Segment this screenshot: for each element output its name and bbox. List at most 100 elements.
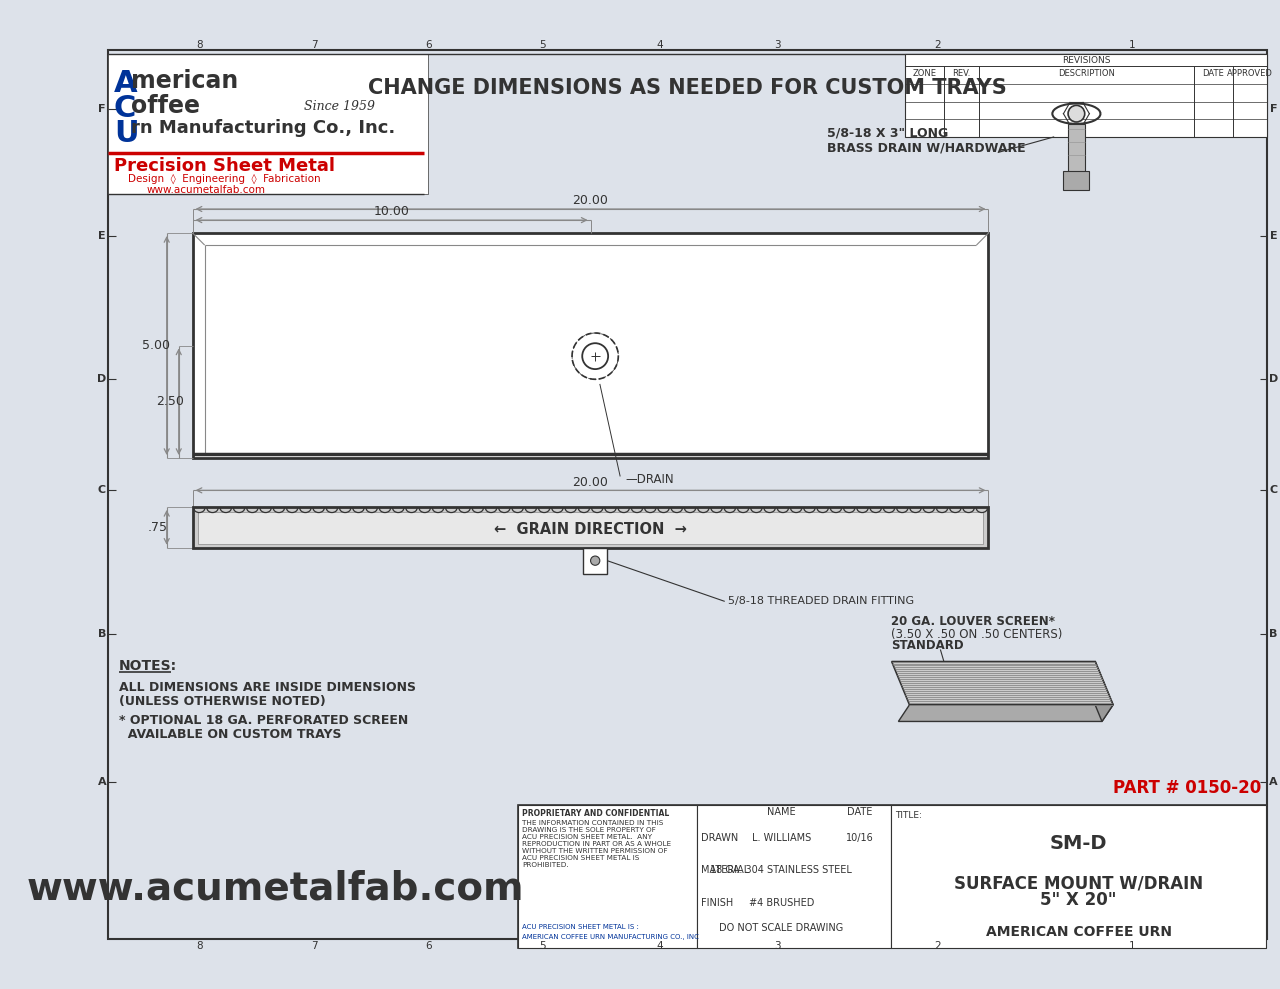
Text: TITLE:: TITLE: xyxy=(895,811,922,820)
Text: (UNLESS OTHERWISE NOTED): (UNLESS OTHERWISE NOTED) xyxy=(119,695,325,708)
Text: ←  GRAIN DIRECTION  →: ← GRAIN DIRECTION → xyxy=(494,522,687,537)
Text: (3.50 X .50 ON .50 CENTERS): (3.50 X .50 ON .50 CENTERS) xyxy=(891,628,1062,641)
Text: www.acumetalfab.com: www.acumetalfab.com xyxy=(146,185,265,195)
Text: 1: 1 xyxy=(1129,941,1135,950)
Text: C: C xyxy=(97,486,106,495)
Text: DRAWN: DRAWN xyxy=(700,833,739,843)
Text: AVAILABLE ON CUSTOM TRAYS: AVAILABLE ON CUSTOM TRAYS xyxy=(119,728,340,741)
Text: 20 GA. LOUVER SCREEN*: 20 GA. LOUVER SCREEN* xyxy=(891,615,1055,628)
Text: REV.: REV. xyxy=(952,69,970,78)
Text: ZONE: ZONE xyxy=(913,69,937,78)
Text: 2: 2 xyxy=(934,941,941,950)
Bar xyxy=(192,507,988,548)
Text: NOTES:: NOTES: xyxy=(119,659,177,673)
Text: SM-D: SM-D xyxy=(1050,835,1107,854)
Text: ACU PRECISION SHEET METAL IS :: ACU PRECISION SHEET METAL IS : xyxy=(522,925,639,931)
Bar xyxy=(1064,171,1089,190)
Text: DATE: DATE xyxy=(847,807,873,817)
Text: U: U xyxy=(114,120,138,148)
Text: 2: 2 xyxy=(934,41,941,50)
Text: * OPTIONAL 18 GA. PERFORATED SCREEN: * OPTIONAL 18 GA. PERFORATED SCREEN xyxy=(119,714,408,727)
Polygon shape xyxy=(899,705,1114,721)
Text: E: E xyxy=(99,230,106,241)
Text: 5/8-18 X 3" LONG: 5/8-18 X 3" LONG xyxy=(827,127,947,139)
Text: REVISIONS: REVISIONS xyxy=(1062,55,1110,64)
Text: 6: 6 xyxy=(425,941,431,950)
Circle shape xyxy=(1068,106,1084,122)
Text: Precision Sheet Metal: Precision Sheet Metal xyxy=(114,157,335,175)
Text: AMERICAN COFFEE URN MANUFACTURING CO., INC: AMERICAN COFFEE URN MANUFACTURING CO., I… xyxy=(522,934,699,940)
Text: DO NOT SCALE DRAWING: DO NOT SCALE DRAWING xyxy=(719,923,844,933)
Bar xyxy=(1068,124,1084,175)
Text: PART # 0150-20: PART # 0150-20 xyxy=(1114,779,1262,797)
Bar xyxy=(584,548,607,574)
Text: 1: 1 xyxy=(1129,41,1135,50)
Bar xyxy=(698,805,891,948)
Text: 3: 3 xyxy=(774,941,781,950)
Text: F: F xyxy=(99,104,106,114)
Bar xyxy=(518,805,698,948)
Text: PROPRIETARY AND CONFIDENTIAL: PROPRIETARY AND CONFIDENTIAL xyxy=(522,809,669,818)
Text: 20.00: 20.00 xyxy=(572,476,608,489)
Text: A: A xyxy=(114,69,137,98)
Text: merican: merican xyxy=(131,69,238,93)
Text: AMERICAN COFFEE URN: AMERICAN COFFEE URN xyxy=(986,925,1171,939)
Text: C: C xyxy=(114,94,137,124)
Text: A: A xyxy=(1270,776,1277,787)
Bar xyxy=(518,805,1266,948)
Text: 5.00: 5.00 xyxy=(142,339,170,352)
Text: THE INFORMATION CONTAINED IN THIS
DRAWING IS THE SOLE PROPERTY OF
ACU PRECISION : THE INFORMATION CONTAINED IN THIS DRAWIN… xyxy=(522,820,671,867)
Text: D: D xyxy=(1268,374,1279,385)
Text: SURFACE MOUNT W/DRAIN: SURFACE MOUNT W/DRAIN xyxy=(954,874,1203,893)
Text: #4 BRUSHED: #4 BRUSHED xyxy=(749,898,814,908)
Text: DESCRIPTION: DESCRIPTION xyxy=(1059,69,1115,78)
Text: —DRAIN: —DRAIN xyxy=(626,473,675,486)
Text: rn Manufacturing Co., Inc.: rn Manufacturing Co., Inc. xyxy=(131,120,394,137)
Text: 7: 7 xyxy=(311,41,319,50)
Text: STANDARD: STANDARD xyxy=(891,639,964,653)
Text: APPROVED: APPROVED xyxy=(1228,69,1272,78)
Text: 7: 7 xyxy=(311,941,319,950)
Bar xyxy=(192,233,988,458)
Text: 10/16: 10/16 xyxy=(846,833,874,843)
Text: 4: 4 xyxy=(657,41,663,50)
Circle shape xyxy=(590,556,600,566)
Text: F: F xyxy=(1270,104,1277,114)
Text: offee: offee xyxy=(131,94,200,119)
Text: 5: 5 xyxy=(539,41,545,50)
Text: A: A xyxy=(97,776,106,787)
Text: www.acumetalfab.com: www.acumetalfab.com xyxy=(27,869,525,907)
Text: 4: 4 xyxy=(657,941,663,950)
Text: 5: 5 xyxy=(539,941,545,950)
Text: 10.00: 10.00 xyxy=(374,206,410,219)
Text: Design  ◊  Engineering  ◊  Fabrication: Design ◊ Engineering ◊ Fabrication xyxy=(128,174,320,184)
Text: ALL DIMENSIONS ARE INSIDE DIMENSIONS: ALL DIMENSIONS ARE INSIDE DIMENSIONS xyxy=(119,681,416,694)
Text: D: D xyxy=(97,374,106,385)
Text: DATE: DATE xyxy=(1202,69,1224,78)
Text: .75: .75 xyxy=(147,521,168,534)
Text: NAME: NAME xyxy=(767,807,795,817)
Text: Since 1959: Since 1959 xyxy=(303,100,375,113)
Bar xyxy=(198,511,983,544)
Text: 5/8-18 THREADED DRAIN FITTING: 5/8-18 THREADED DRAIN FITTING xyxy=(728,596,915,606)
Text: 18 GA. 304 STAINLESS STEEL: 18 GA. 304 STAINLESS STEEL xyxy=(710,865,852,875)
Text: 5" X 20": 5" X 20" xyxy=(1041,891,1117,909)
Text: 2.50: 2.50 xyxy=(156,396,184,408)
Bar xyxy=(891,805,1266,948)
Text: FINISH: FINISH xyxy=(700,898,733,908)
Text: 3: 3 xyxy=(774,41,781,50)
Text: CHANGE DIMENSIONS AS NEEDED FOR CUSTOM TRAYS: CHANGE DIMENSIONS AS NEEDED FOR CUSTOM T… xyxy=(369,78,1007,98)
Text: C: C xyxy=(1270,486,1277,495)
Text: 8: 8 xyxy=(196,41,202,50)
Circle shape xyxy=(582,343,608,369)
Bar xyxy=(905,53,1267,136)
Text: 8: 8 xyxy=(196,941,202,950)
Polygon shape xyxy=(892,662,1114,705)
Text: BRASS DRAIN W/HARDWARE: BRASS DRAIN W/HARDWARE xyxy=(827,141,1025,154)
Text: L. WILLIAMS: L. WILLIAMS xyxy=(751,833,810,843)
Text: E: E xyxy=(1270,230,1277,241)
Text: B: B xyxy=(97,629,106,639)
Text: 20.00: 20.00 xyxy=(572,194,608,207)
Bar xyxy=(109,53,428,194)
Text: B: B xyxy=(1270,629,1277,639)
